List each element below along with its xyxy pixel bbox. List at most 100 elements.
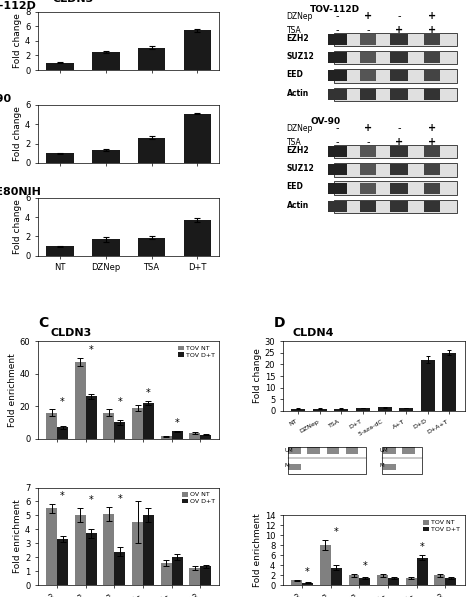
Bar [334,163,457,177]
Text: -: - [336,24,339,35]
Bar [424,164,440,176]
Text: TOV-112D: TOV-112D [310,5,360,14]
Text: *: * [89,496,93,506]
Bar [132,408,143,439]
Bar [201,566,211,585]
Y-axis label: Fold change: Fold change [253,349,262,404]
Bar [103,514,114,585]
Text: TSA: TSA [287,138,301,147]
Bar [328,201,346,212]
Text: +: + [395,137,403,147]
Text: +: + [428,124,436,134]
Text: *: * [175,418,180,427]
Bar [328,89,346,100]
Text: UM: UM [285,448,293,453]
Text: C: C [38,316,48,330]
Bar [291,408,305,411]
Text: D: D [274,316,285,330]
Bar [57,427,68,439]
Bar [424,70,440,81]
Text: *: * [118,396,122,407]
Bar [46,413,57,439]
Bar [346,447,358,454]
Text: +: + [428,137,436,147]
Bar [334,51,457,64]
Bar [420,360,435,411]
Y-axis label: Fold enrichment: Fold enrichment [8,353,17,427]
Bar [328,183,346,193]
Bar [377,407,392,411]
Bar [57,539,68,585]
Bar [190,433,201,439]
Bar [92,239,119,256]
Bar [138,138,165,163]
Text: EED: EED [287,183,303,192]
Text: OV-90: OV-90 [310,117,340,126]
Bar [92,150,119,163]
Bar [390,52,408,63]
Bar [334,408,348,411]
Text: *: * [334,528,338,537]
Text: EZH2: EZH2 [287,146,309,155]
Text: OV-90: OV-90 [0,94,11,104]
Bar [302,583,313,585]
Text: *: * [60,491,65,501]
Text: +: + [428,11,436,21]
Bar [382,447,422,473]
Bar [348,575,359,585]
Bar [143,515,154,585]
Bar [201,435,211,439]
Bar [328,52,346,63]
Bar [172,557,182,585]
Text: CLDN3: CLDN3 [53,0,94,4]
Text: +: + [364,11,373,21]
Bar [383,464,395,470]
Y-axis label: Fold change: Fold change [13,14,22,69]
Bar [328,70,346,81]
Bar [114,423,125,439]
Bar [390,70,408,81]
Bar [328,146,346,157]
Text: CLDN3: CLDN3 [51,328,92,338]
Text: M: M [379,463,384,468]
Bar [86,396,97,439]
Text: EZH2: EZH2 [287,33,309,42]
Bar [92,52,119,70]
Text: *: * [118,494,122,504]
Bar [291,580,302,585]
Text: *: * [89,345,93,355]
Bar [334,145,457,158]
Bar [138,48,165,70]
Bar [424,52,440,63]
Y-axis label: Fold enrichment: Fold enrichment [253,513,262,587]
Bar [424,34,440,45]
Bar [360,89,376,100]
Bar [172,432,182,439]
Bar [331,568,342,585]
Bar [334,200,457,213]
Bar [327,447,339,454]
Bar [360,34,376,45]
Text: *: * [146,387,151,398]
Bar [388,577,399,585]
Text: +: + [395,24,403,35]
Bar [161,436,172,439]
Bar [132,522,143,585]
Bar [424,146,440,157]
Text: -: - [366,137,370,147]
Text: UM: UM [379,448,388,453]
Legend: OV NT, OV D+T: OV NT, OV D+T [181,491,216,506]
Text: *: * [363,561,367,571]
Text: *: * [60,396,65,407]
Text: TSA: TSA [287,26,301,35]
Bar [360,52,376,63]
Bar [334,33,457,46]
Text: CLDN4: CLDN4 [292,328,334,338]
Text: *: * [420,543,425,552]
Text: -: - [336,11,339,21]
Text: EED: EED [287,70,303,79]
Text: Actin: Actin [287,201,309,210]
Text: -: - [397,11,401,21]
Bar [360,164,376,176]
Bar [46,509,57,585]
